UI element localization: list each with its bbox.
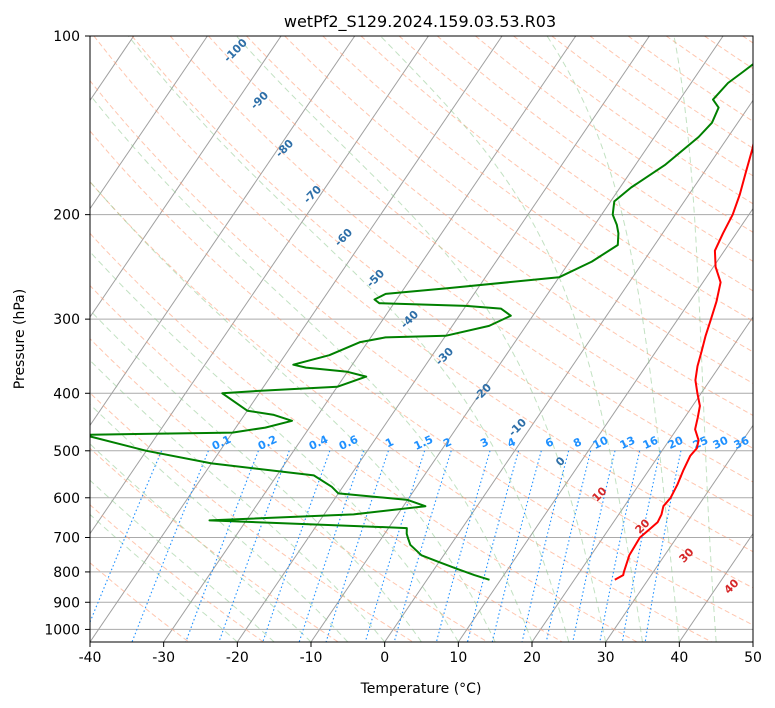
isotherm [236,36,650,642]
x-tick-label: -20 [226,650,249,666]
mixing-ratio-label: 13 [618,434,637,452]
dry-adiabat [90,181,712,642]
isotherm [310,36,724,642]
y-tick-label: 100 [53,29,80,45]
moist-adiabat [380,36,643,642]
background-lines [90,36,753,642]
isotherm [384,99,753,642]
dewpoint-line [90,63,753,581]
y-tick-label: 400 [53,386,80,402]
isotherm [457,207,753,642]
moist-adiabat [546,36,680,642]
isotherm [605,424,753,642]
mixing-ratio-label: 25 [691,434,710,452]
temperature-line [614,140,753,581]
dry-adiabat [284,36,753,384]
dry-adiabat [90,562,190,642]
x-tick-label: 20 [523,650,541,666]
mixing-ratio-label: 16 [641,434,661,452]
dry-adiabat [208,36,753,449]
mixing-ratio-label: 30 [711,434,731,452]
x-axis-label: Temperature (°C) [360,681,482,697]
moist-adiabat [90,309,422,642]
mixing-ratio-label: 36 [732,434,752,452]
moist-adiabat [90,180,496,642]
dry-adiabat [93,36,753,553]
moist-adiabat [90,359,386,642]
dry-adiabat [90,392,414,642]
x-tick-label: 50 [744,650,762,666]
dry-adiabat [169,36,753,483]
dry-adiabat [90,130,753,626]
moist-adiabat [90,94,533,642]
x-tick-label: 0 [380,650,389,666]
y-tick-label: 800 [53,565,80,581]
axes: -40 -30 -20 -10 0 10 20 30 40 50 100 200 300 400 500 60… [44,29,762,666]
moist-adiabat [673,36,717,642]
isotherm [90,36,208,210]
y-tick-label: 700 [53,531,80,547]
y-tick-label: 900 [53,595,80,611]
mixing-ratio-label: 20 [666,434,686,452]
x-tick-label: 30 [597,650,615,666]
isotherm [531,316,753,642]
mixing-ratio-line [393,450,452,642]
isotherm [90,36,429,535]
dry-adiabat [90,79,753,589]
dry-adiabat [90,338,488,642]
x-tick-label: -40 [79,650,102,666]
x-tick-label: -10 [300,650,323,666]
mixing-ratio-line [545,450,592,642]
y-tick-label: 200 [53,208,80,224]
mixing-ratio-line [325,450,389,642]
x-tick-label: -30 [152,650,175,666]
data-lines [90,63,753,581]
mixing-ratio-line [599,450,641,642]
isotherm [90,36,282,318]
mixing-ratio-line [491,450,542,642]
dry-adiabat [131,36,753,517]
chart-title: wetPf2_S129.2024.159.03.53.R03 [284,12,556,32]
plot-frame [89,35,754,643]
mixing-ratio-line [218,450,290,642]
isotherm [90,36,356,427]
mixing-ratio-line [521,450,570,642]
y-tick-label: 300 [53,312,80,328]
y-tick-label: 500 [53,444,80,460]
dry-adiabat [90,232,638,642]
dry-adiabat [90,447,339,642]
x-tick-label: 10 [449,650,467,666]
dry-adiabat [398,36,753,292]
moist-adiabat [128,36,570,642]
mixing-ratio-line [185,450,259,642]
mixing-ratio-line [621,450,661,642]
moist-adiabat [236,36,607,642]
mixing-ratio-line [131,450,209,642]
moist-adiabat [90,513,238,642]
y-axis-label: Pressure (hPa) [12,289,28,389]
dry-adiabat [90,284,563,642]
moist-adiabat [90,443,312,642]
mixing-ratio-line [435,450,491,642]
isotherm [678,532,753,642]
mixing-ratio-line [298,450,365,642]
y-tick-label: 600 [53,491,80,507]
mixing-ratio-line [572,450,616,642]
moist-adiabat [90,479,275,642]
mixing-ratio-label: 10 [591,434,611,452]
dry-adiabat [246,36,753,416]
y-tick-label: 1000 [44,622,80,638]
x-tick-label: 40 [670,650,688,666]
isotherm [163,36,577,642]
mixing-ratio-line [466,450,520,642]
